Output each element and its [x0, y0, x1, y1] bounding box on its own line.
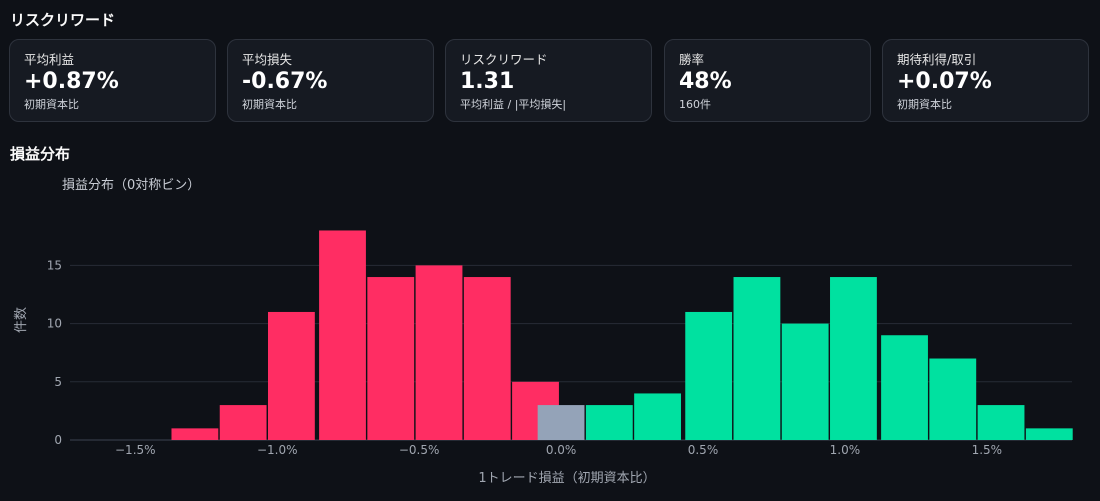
pnl-histogram-chart: 損益分布（0対称ビン） 0 5 10 15 −1.5% −1.0% −0.5% 0.0% 0.… [14, 178, 1073, 486]
metric-card-risk-reward: リスクリワード 1.31 平均利益 / |平均損失| [445, 39, 652, 122]
x-tick-label: 1.0% [830, 443, 861, 457]
metric-sub: 初期資本比 [242, 98, 297, 111]
histogram-bar-win[interactable] [881, 335, 928, 440]
metric-cards: 平均利益 +0.87% 初期資本比 平均損失 -0.67% 初期資本比 リスクリ… [9, 39, 1091, 124]
x-tick-label: 0.0% [546, 443, 577, 457]
metric-value: +0.07% [897, 69, 992, 94]
metric-label: 勝率 [679, 52, 705, 67]
y-axis-ticks: 0 5 10 15 [47, 258, 62, 447]
histogram-bar-win[interactable] [781, 323, 829, 440]
y-tick-label: 0 [54, 433, 62, 447]
histogram-bar-win[interactable] [634, 393, 681, 440]
metric-label: 平均利益 [24, 52, 75, 67]
x-tick-label: 1.5% [972, 443, 1003, 457]
histogram-bar-win[interactable] [585, 405, 633, 440]
histogram-bar-loss[interactable] [171, 428, 219, 440]
x-tick-label: −1.5% [115, 443, 156, 457]
y-axis-label: 件数 [14, 307, 29, 333]
x-axis-label: 1トレード損益（初期資本比） [478, 471, 655, 486]
x-tick-label: −1.0% [257, 443, 298, 457]
metric-card-avg-loss: 平均損失 -0.67% 初期資本比 [227, 39, 434, 122]
histogram-bar-win[interactable] [685, 311, 733, 440]
metric-value: +0.87% [24, 69, 119, 94]
y-tick-label: 15 [47, 258, 62, 272]
histogram-bar-loss[interactable] [415, 265, 463, 440]
metric-label: リスクリワード [460, 52, 548, 67]
metric-card-win-rate: 勝率 48% 160件 [664, 39, 871, 122]
histogram-bar-loss[interactable] [267, 311, 315, 440]
pnl-distribution-title: 損益分布 [10, 145, 71, 163]
y-tick-label: 10 [47, 317, 62, 331]
metric-value: -0.67% [242, 69, 328, 94]
x-axis-ticks: −1.5% −1.0% −0.5% 0.0% 0.5% 1.0% 1.5% [115, 443, 1002, 457]
histogram-bar-win[interactable] [1025, 428, 1073, 440]
metric-sub: 初期資本比 [897, 98, 952, 111]
metric-sub: 初期資本比 [24, 98, 79, 111]
metric-sub: 160件 [679, 98, 711, 111]
histogram-bar-loss[interactable] [219, 405, 267, 440]
x-tick-label: −0.5% [399, 443, 440, 457]
histogram-bar-win[interactable] [977, 405, 1025, 440]
risk-reward-title: リスクリワード [10, 11, 116, 29]
histogram-bar-win[interactable] [830, 277, 877, 440]
histogram-bar-loss[interactable] [319, 230, 366, 440]
x-tick-label: 0.5% [688, 443, 719, 457]
metric-value: 1.31 [460, 69, 515, 94]
histogram-bar-loss[interactable] [463, 277, 511, 440]
metric-card-expectancy: 期待利得/取引 +0.07% 初期資本比 [882, 39, 1089, 122]
metric-value: 48% [679, 69, 732, 94]
metric-card-avg-profit: 平均利益 +0.87% 初期資本比 [9, 39, 216, 122]
y-tick-label: 5 [54, 375, 62, 389]
histogram-bar-loss[interactable] [367, 277, 415, 440]
histogram-bar-win[interactable] [733, 277, 781, 440]
chart-title: 損益分布（0対称ビン） [62, 178, 200, 193]
metric-label: 期待利得/取引 [897, 52, 977, 67]
metric-label: 平均損失 [242, 52, 293, 67]
chart-bars [171, 230, 1073, 440]
metric-sub: 平均利益 / |平均損失| [460, 98, 567, 111]
histogram-bar-win[interactable] [929, 358, 977, 440]
histogram-bar-zero[interactable] [537, 405, 585, 440]
